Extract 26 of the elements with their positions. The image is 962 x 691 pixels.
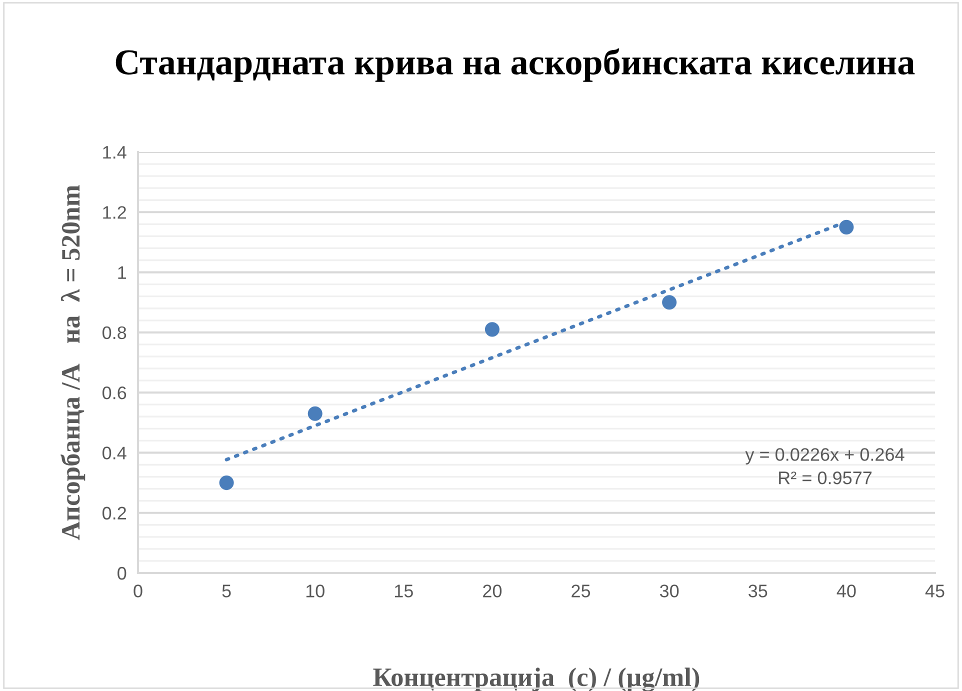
y-tick-label: 0.8 [102,326,126,340]
x-tick-label: 45 [925,584,944,598]
x-tick-label: 10 [306,584,324,598]
y-tick-label: 0.2 [102,506,126,520]
y-tick-label: 1.4 [103,146,126,159]
point [484,322,500,337]
x-tick-label: 5 [222,584,231,598]
y-tick-label: 1 [118,266,126,279]
y-tick-label: 1.2 [103,206,126,219]
x-tick-label: 30 [660,584,679,598]
chart-title: Стандардната крива на аскорбинската киселина [116,48,915,82]
x-tick-label: 25 [572,584,590,598]
x-tick-label: 40 [836,584,856,598]
x-tick-label: 15 [395,584,413,598]
y-axis-title: Апсорбанца /А на λ = 520nm [60,185,86,540]
point [662,295,677,310]
point [308,406,322,421]
x-tick-label: 35 [748,584,768,598]
point [839,220,854,234]
y-tick-label: 0.4 [102,446,126,460]
annotation: y = 0.0226x + 0.264 R² = 0.9577 [745,448,904,484]
x-tick-label: 0 [134,584,142,598]
x-tick-label: 20 [483,584,502,598]
y-tick-label: 0 [118,566,126,580]
point [219,476,234,490]
y-tick-label: 0.6 [102,386,126,400]
